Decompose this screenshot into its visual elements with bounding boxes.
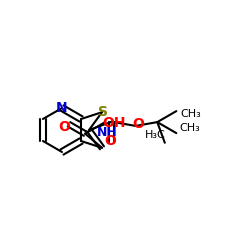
- Text: S: S: [98, 105, 108, 119]
- Text: O: O: [58, 120, 70, 134]
- Text: NH: NH: [97, 126, 117, 138]
- Text: N: N: [56, 101, 68, 115]
- Text: O: O: [133, 117, 144, 131]
- Text: O: O: [104, 134, 116, 147]
- Text: OH: OH: [102, 116, 126, 130]
- Text: CH₃: CH₃: [179, 123, 200, 133]
- Text: H₃C: H₃C: [144, 130, 165, 140]
- Text: CH₃: CH₃: [180, 109, 201, 119]
